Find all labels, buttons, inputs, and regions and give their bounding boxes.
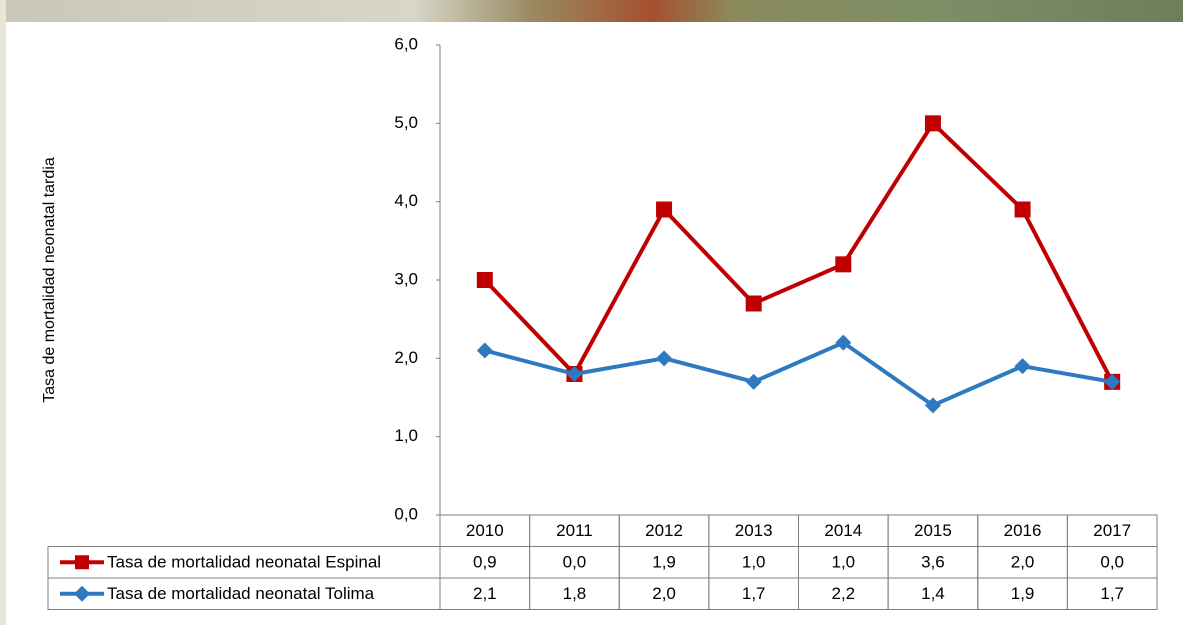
- side-strip: [0, 0, 6, 625]
- table-value: 2,0: [1011, 553, 1035, 572]
- marker: [1014, 201, 1031, 218]
- y-tick-label: 5,0: [394, 113, 418, 132]
- marker: [835, 256, 852, 273]
- table-value: 1,0: [742, 553, 766, 572]
- table-value: 3,6: [921, 553, 945, 572]
- x-tick-label: 2016: [1004, 521, 1042, 540]
- marker: [1014, 358, 1031, 375]
- x-tick-label: 2013: [735, 521, 773, 540]
- marker: [745, 373, 762, 390]
- marker: [656, 350, 673, 367]
- y-tick-label: 6,0: [394, 34, 418, 53]
- x-tick-label: 2012: [645, 521, 683, 540]
- y-axis-title: Tasa de mortalidad neonatal tardia: [41, 157, 58, 403]
- table-value: 2,0: [652, 584, 676, 603]
- marker: [745, 295, 762, 312]
- marker: [656, 201, 673, 218]
- legend-label: Tasa de mortalidad neonatal Espinal: [107, 553, 381, 572]
- legend-label: Tasa de mortalidad neonatal Tolima: [107, 584, 375, 603]
- table-value: 2,2: [831, 584, 855, 603]
- marker: [924, 397, 941, 414]
- table-value: 0,0: [563, 553, 587, 572]
- marker: [835, 334, 852, 351]
- table-value: 1,7: [742, 584, 766, 603]
- series-line: [483, 121, 1114, 383]
- table-value: 1,0: [831, 553, 855, 572]
- x-tick-label: 2014: [824, 521, 862, 540]
- series-line: [484, 340, 1113, 408]
- y-tick-label: 2,0: [394, 348, 418, 367]
- marker: [476, 342, 493, 359]
- marker: [566, 366, 583, 382]
- x-tick-label: 2010: [466, 521, 504, 540]
- table-value: 1,7: [1100, 584, 1124, 603]
- table-value: 1,4: [921, 584, 945, 603]
- x-tick-label: 2011: [556, 521, 593, 540]
- y-tick-label: 0,0: [394, 504, 418, 523]
- x-tick-label: 2015: [914, 521, 952, 540]
- legend-marker: [74, 585, 90, 602]
- table-value: 1,8: [563, 584, 587, 603]
- y-tick-label: 4,0: [394, 191, 418, 210]
- table-value: 0,0: [1100, 553, 1124, 572]
- y-tick-label: 3,0: [394, 269, 418, 288]
- legend-marker: [75, 555, 89, 570]
- table-value: 1,9: [1011, 584, 1035, 603]
- table-value: 0,9: [473, 553, 497, 572]
- marker: [924, 115, 941, 132]
- header-image: [0, 0, 1183, 22]
- table-value: 2,1: [473, 584, 497, 603]
- table-value: 1,9: [652, 553, 676, 572]
- x-tick-label: 2017: [1093, 521, 1131, 540]
- marker: [476, 272, 493, 288]
- y-tick-label: 1,0: [394, 426, 418, 445]
- table-cell: [1066, 577, 1158, 610]
- marker: [1104, 373, 1121, 390]
